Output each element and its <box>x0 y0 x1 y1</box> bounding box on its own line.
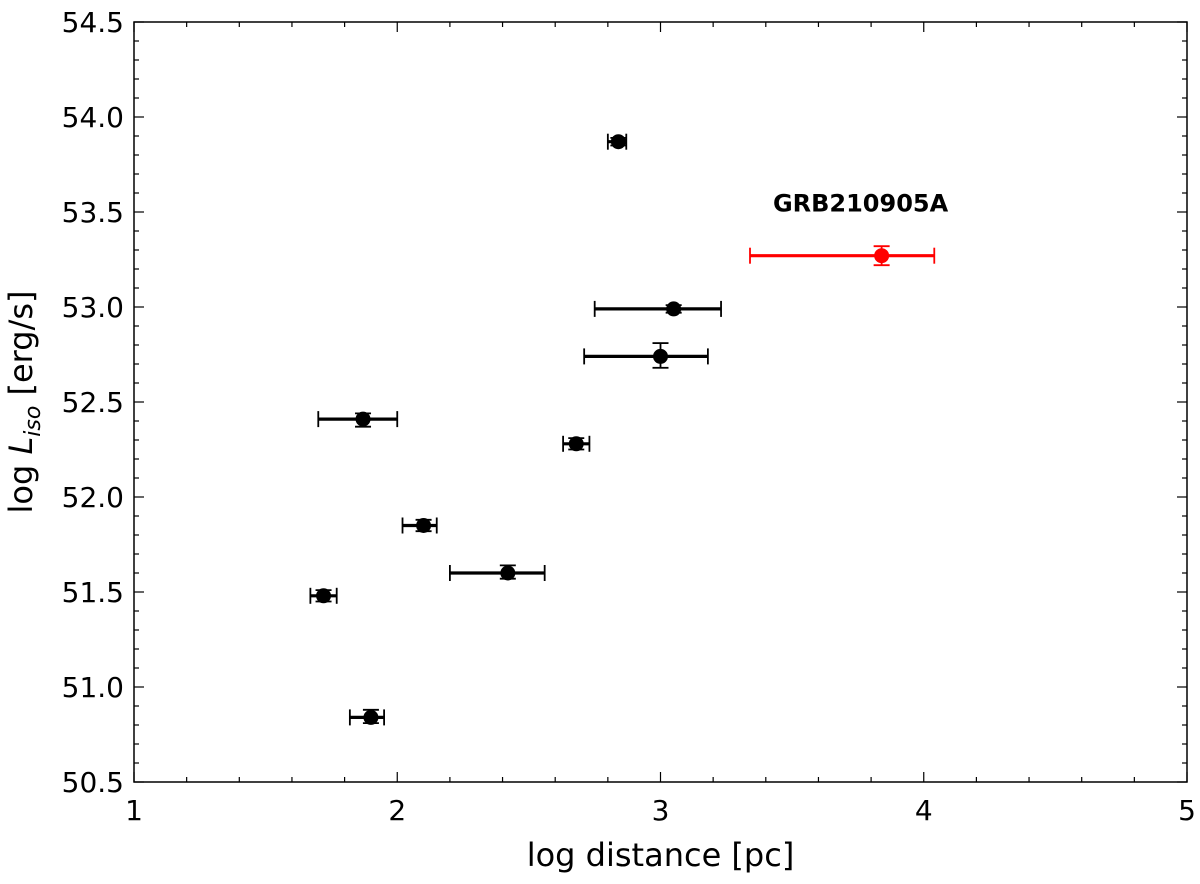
marker <box>363 709 379 725</box>
y-tick-label: 53.5 <box>62 196 124 229</box>
marker <box>568 436 584 452</box>
plot-area <box>133 21 1188 783</box>
y-axis-label-suffix: [erg/s] <box>2 290 40 405</box>
y-axis-label-symbol: L <box>2 437 40 455</box>
y-axis-label-prefix: log <box>2 455 40 514</box>
marker <box>610 134 626 150</box>
y-tick-label: 53.0 <box>62 291 124 324</box>
marker <box>316 588 332 604</box>
data-point <box>309 587 338 604</box>
data-point <box>348 708 385 726</box>
x-tick-label: 1 <box>125 794 143 827</box>
marker <box>874 248 890 264</box>
data-point <box>317 411 399 428</box>
data-point <box>583 342 709 369</box>
x-tick-label: 2 <box>388 794 406 827</box>
data-point <box>401 517 438 534</box>
data-point <box>448 564 546 581</box>
axis-ticks <box>133 21 1188 783</box>
x-axis-label: log distance [pc] <box>527 836 795 874</box>
y-tick-label: 51.5 <box>62 576 124 609</box>
data-point <box>749 245 936 267</box>
chart-annotations: GRB210905A <box>773 190 949 218</box>
marker <box>500 565 516 581</box>
y-axis-label-subscript: iso <box>21 406 46 437</box>
marker <box>416 518 432 533</box>
axis-tick-labels: 1 2 3 4 5 50.5 51.0 51.5 52.0 52.5 53.0 53.5 54.0 54.… <box>62 6 1196 827</box>
annotation-label: GRB210905A <box>773 190 949 218</box>
y-tick-label: 54.0 <box>62 101 124 134</box>
data-point <box>562 435 591 452</box>
y-tick-label: 52.5 <box>62 386 124 419</box>
x-tick-label: 4 <box>915 794 933 827</box>
y-axis-label: log Liso [erg/s] <box>2 290 46 513</box>
data-point <box>606 133 628 150</box>
y-tick-label: 54.5 <box>62 6 124 39</box>
marker <box>666 301 682 317</box>
data-point <box>593 300 722 317</box>
y-tick-label: 51.0 <box>62 671 124 704</box>
y-tick-label: 50.5 <box>62 766 124 799</box>
data-points <box>309 133 936 726</box>
x-tick-label: 5 <box>1178 794 1196 827</box>
y-tick-label: 52.0 <box>62 481 124 514</box>
marker <box>653 348 668 364</box>
marker <box>355 411 371 427</box>
x-tick-label: 3 <box>652 794 670 827</box>
